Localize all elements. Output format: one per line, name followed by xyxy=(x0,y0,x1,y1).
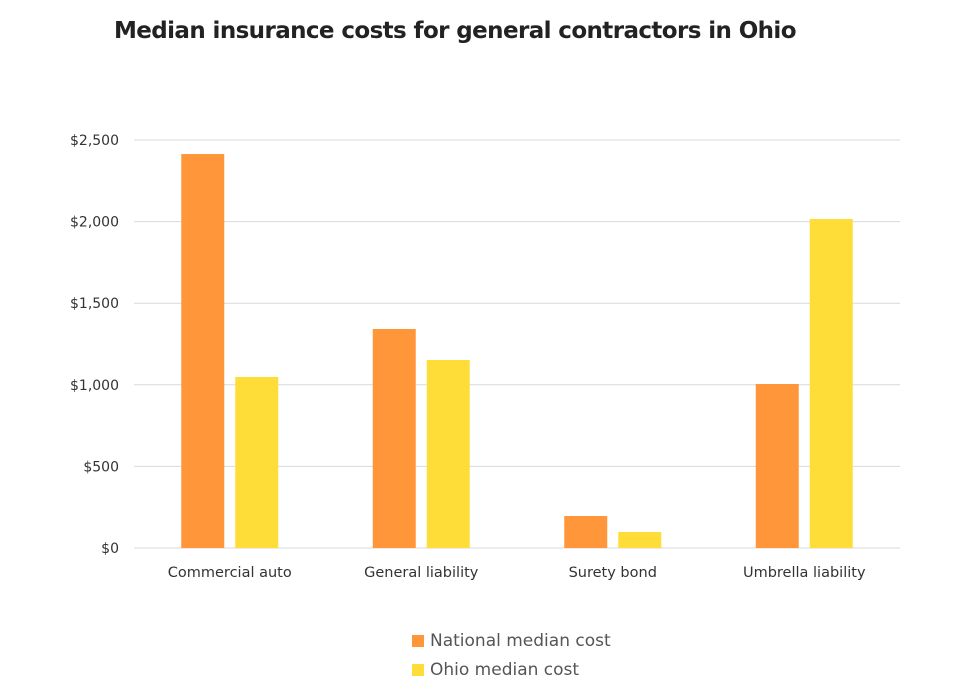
legend-label-ohio: Ohio median cost xyxy=(430,659,580,680)
bars xyxy=(181,154,853,548)
y-tick-label: $2,500 xyxy=(70,133,119,149)
y-axis-ticks: $0 $500 $1,000 $1,500 $2,000 $2,500 xyxy=(70,133,119,557)
y-tick-label: $2,000 xyxy=(70,215,119,231)
chart-title: Median insurance costs for general contr… xyxy=(114,18,797,44)
bar-ohio xyxy=(618,532,662,548)
bar-national xyxy=(755,383,799,548)
bar-ohio xyxy=(426,359,470,548)
legend-swatch-national xyxy=(412,634,424,647)
x-tick-label: Surety bond xyxy=(569,565,657,581)
x-tick-label: Commercial auto xyxy=(168,565,292,581)
y-tick-label: $1,000 xyxy=(70,378,119,394)
bar-national xyxy=(564,516,608,548)
legend-item-national: National median cost xyxy=(412,626,611,655)
bar-national xyxy=(372,328,416,548)
bar-ohio xyxy=(809,218,853,548)
x-tick-label: Umbrella liability xyxy=(743,565,866,581)
legend-label-national: National median cost xyxy=(430,630,611,651)
y-tick-label: $500 xyxy=(83,459,119,475)
bar-national xyxy=(181,154,225,548)
x-axis-labels: Commercial auto General liability Surety b… xyxy=(168,565,866,581)
legend: National median cost Ohio median cost xyxy=(412,626,611,684)
legend-item-ohio: Ohio median cost xyxy=(412,655,611,684)
legend-swatch-ohio xyxy=(412,663,424,676)
bar-ohio xyxy=(235,376,279,548)
y-tick-label: $1,500 xyxy=(70,296,119,312)
y-tick-label: $0 xyxy=(101,541,119,557)
x-tick-label: General liability xyxy=(364,565,479,581)
